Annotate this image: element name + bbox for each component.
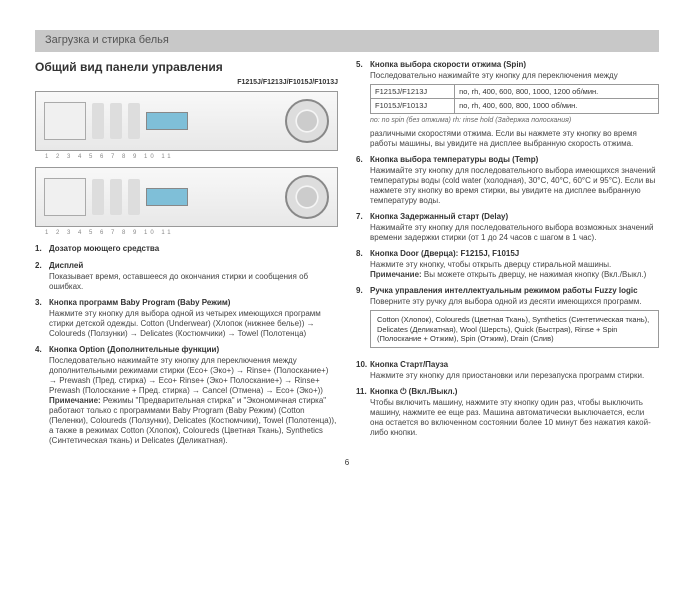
table-cell: no, rh, 400, 600, 800, 1000 об/мин. xyxy=(455,99,659,113)
table-cell: no, rh, 400, 600, 800, 1000, 1200 об/мин… xyxy=(455,84,659,98)
diagram-ticks: 1 2 3 4 5 6 7 8 9 10 11 xyxy=(35,153,338,168)
item-title: Кнопка выбора скорости отжима (Spin) xyxy=(370,60,659,70)
item-8: 8. Кнопка Door (Дверца): F1215J, F1015J … xyxy=(356,249,659,280)
item-desc: Нажмите эту кнопку для выбора одной из ч… xyxy=(49,309,338,339)
item-note: Примечание: Вы можете открыть дверцу, не… xyxy=(370,270,659,280)
diagram-ticks: 1 2 3 4 5 6 7 8 9 10 11 xyxy=(35,229,338,244)
item-title: Кнопка ⏻ (Вкл./Выкл.) xyxy=(370,387,659,397)
item-number: 10. xyxy=(356,360,370,381)
item-desc: Последовательно нажимайте эту кнопку для… xyxy=(49,356,338,396)
section-header: Загрузка и стирка белья xyxy=(35,30,659,52)
item-number: 9. xyxy=(356,286,370,354)
item-title: Кнопка программ Baby Program (Baby Режим… xyxy=(49,298,338,308)
dial-icon xyxy=(285,175,329,219)
control-panel-diagram-2 xyxy=(35,167,338,227)
item-number: 4. xyxy=(35,345,49,446)
item-title: Кнопка Задержанный старт (Delay) xyxy=(370,212,659,222)
item-title: Кнопка Старт/Пауза xyxy=(370,360,659,370)
item-3: 3. Кнопка программ Baby Program (Baby Ре… xyxy=(35,298,338,339)
item-11: 11. Кнопка ⏻ (Вкл./Выкл.) Чтобы включить… xyxy=(356,387,659,438)
item-number: 2. xyxy=(35,261,49,292)
table-row: F1015J/F1013J no, rh, 400, 600, 800, 100… xyxy=(371,99,659,113)
control-panel-diagram-1 xyxy=(35,91,338,151)
item-9: 9. Ручка управления интеллектуальным реж… xyxy=(356,286,659,354)
item-number: 11. xyxy=(356,387,370,438)
item-desc: Поверните эту ручку для выбора одной из … xyxy=(370,297,659,307)
dispenser-icon xyxy=(44,102,86,140)
item-desc: Нажимайте эту кнопку для последовательно… xyxy=(370,223,659,243)
item-number: 1. xyxy=(35,244,49,255)
table-row: F1215J/F1213J no, rh, 400, 600, 800, 100… xyxy=(371,84,659,98)
left-column: Общий вид панели управления F1215J/F1213… xyxy=(35,60,338,452)
item-title: Кнопка выбора температуры воды (Temp) xyxy=(370,155,659,165)
item-10: 10. Кнопка Старт/Пауза Нажмите эту кнопк… xyxy=(356,360,659,381)
main-title: Общий вид панели управления xyxy=(35,60,338,75)
item-number: 8. xyxy=(356,249,370,280)
button-icon xyxy=(110,103,122,139)
item-7: 7. Кнопка Задержанный старт (Delay) Нажи… xyxy=(356,212,659,243)
item-note: Примечание: Режимы "Предварительная стир… xyxy=(49,396,338,446)
button-icon xyxy=(128,103,140,139)
item-title: Кнопка Option (Дополнительные функции) xyxy=(49,345,338,355)
table-cell: F1015J/F1013J xyxy=(371,99,455,113)
item-title: Дозатор моющего средства xyxy=(49,244,338,254)
dispenser-icon xyxy=(44,178,86,216)
item-5: 5. Кнопка выбора скорости отжима (Spin) … xyxy=(356,60,659,150)
item-1: 1. Дозатор моющего средства xyxy=(35,244,338,255)
item-desc: Чтобы включить машину, нажмите эту кнопк… xyxy=(370,398,659,438)
content-columns: Общий вид панели управления F1215J/F1213… xyxy=(35,60,659,452)
page-number: 6 xyxy=(35,458,659,468)
button-icon xyxy=(92,179,104,215)
item-desc: Показывает время, оставшееся до окончани… xyxy=(49,272,338,292)
item-number: 7. xyxy=(356,212,370,243)
item-title: Ручка управления интеллектуальным режимо… xyxy=(370,286,659,296)
item-2: 2. Дисплей Показывает время, оставшееся … xyxy=(35,261,338,292)
programs-box: Cotton (Хлопок), Coloureds (Цветная Ткан… xyxy=(370,310,659,348)
dial-icon xyxy=(285,99,329,143)
display-icon xyxy=(146,112,188,130)
right-column: 5. Кнопка выбора скорости отжима (Spin) … xyxy=(356,60,659,452)
note-label: Примечание: xyxy=(49,396,101,405)
note-label: Примечание: xyxy=(370,270,422,279)
display-icon xyxy=(146,188,188,206)
item-desc: Нажмите эту кнопку для приостановки или … xyxy=(370,371,659,381)
item-title: Дисплей xyxy=(49,261,338,271)
table-footnote: no: no spin (без отжима) rh: rinse hold … xyxy=(370,117,659,126)
item-number: 6. xyxy=(356,155,370,206)
note-text: Вы можете открыть дверцу, не нажимая кно… xyxy=(424,270,646,279)
item-4: 4. Кнопка Option (Дополнительные функции… xyxy=(35,345,338,446)
button-icon xyxy=(128,179,140,215)
spin-speed-table: F1215J/F1213J no, rh, 400, 600, 800, 100… xyxy=(370,84,659,114)
item-number: 5. xyxy=(356,60,370,150)
item-title: Кнопка Door (Дверца): F1215J, F1015J xyxy=(370,249,659,259)
button-icon xyxy=(92,103,104,139)
button-icon xyxy=(110,179,122,215)
item-desc: Последовательно нажимайте эту кнопку для… xyxy=(370,71,659,81)
model-line: F1215J/F1213J/F1015J/F1013J xyxy=(35,79,338,88)
item-desc: Нажимайте эту кнопку для последовательно… xyxy=(370,166,659,206)
item-6: 6. Кнопка выбора температуры воды (Temp)… xyxy=(356,155,659,206)
table-cell: F1215J/F1213J xyxy=(371,84,455,98)
item-desc: Нажмите эту кнопку, чтобы открыть дверцу… xyxy=(370,260,659,270)
item-number: 3. xyxy=(35,298,49,339)
item-desc: различными скоростями отжима. Если вы на… xyxy=(370,129,659,149)
